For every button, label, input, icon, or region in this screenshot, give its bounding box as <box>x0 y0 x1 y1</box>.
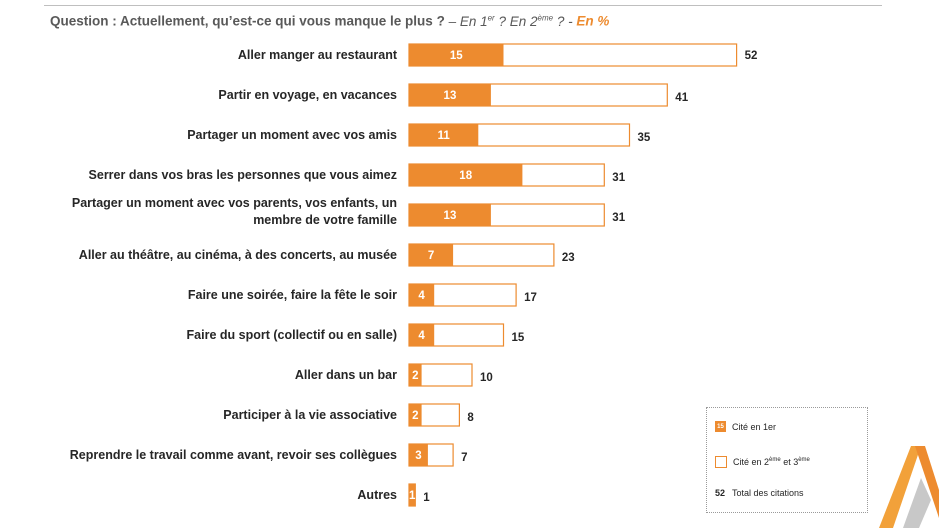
bar-first-cited <box>409 244 454 266</box>
bar-total-label: 17 <box>524 292 537 304</box>
category-label: Aller manger au restaurant <box>238 48 398 62</box>
chart-legend: 15 Cité en 1er Cité en 2ème et 3ème 52 T… <box>706 407 868 513</box>
category-label: Participer à la vie associative <box>223 408 397 422</box>
bar-first-cited-label: 3 <box>415 450 421 462</box>
bar-total-label: 31 <box>612 172 625 184</box>
top-rule <box>44 5 882 6</box>
question-text: Question : Actuellement, qu’est-ce qui v… <box>50 13 445 29</box>
category-label: Partager un moment avec vos amis <box>187 128 397 142</box>
bar-total-label: 8 <box>467 412 474 424</box>
brand-logo-icon <box>879 446 939 528</box>
bar-first-cited <box>409 324 435 346</box>
bar-first-cited-label: 2 <box>412 370 418 382</box>
legend-swatch-filled: 15 <box>715 421 726 432</box>
bar-total-label: 15 <box>512 332 525 344</box>
category-label: Reprendre le travail comme avant, revoir… <box>70 448 397 462</box>
legend-label-total: Total des citations <box>732 488 804 498</box>
legend-swatch-outline <box>715 456 727 468</box>
question-rank-text: – En 1er ? En 2ème ? - <box>444 13 577 29</box>
bar-first-cited-label: 4 <box>418 290 425 302</box>
legend-item-total: 52 Total des citations <box>715 488 804 498</box>
bar-total-label: 52 <box>745 50 758 62</box>
category-label: Aller dans un bar <box>295 368 397 382</box>
bar-first-cited-label: 13 <box>444 210 457 222</box>
bar-first-cited <box>409 404 422 426</box>
bar-first-cited-label: 18 <box>459 170 472 182</box>
category-label: Aller au théâtre, au cinéma, à des conce… <box>79 248 397 262</box>
category-label: Autres <box>357 488 397 502</box>
bar-first-cited <box>409 164 523 186</box>
bar-first-cited <box>409 444 428 466</box>
category-label: Faire du sport (collectif ou en salle) <box>187 328 397 342</box>
question-unit: En % <box>576 13 610 29</box>
legend-label-second-third-cited: Cité en 2ème et 3ème <box>733 457 810 467</box>
bar-first-cited-label: 1 <box>409 490 416 502</box>
bar-first-cited <box>409 44 504 66</box>
category-label: Partir en voyage, en vacances <box>218 88 397 102</box>
bar-total-label: 10 <box>480 372 493 384</box>
bar-first-cited <box>409 204 491 226</box>
category-label: Partager un moment avec vos parents, vos… <box>72 196 397 227</box>
bar-total-label: 23 <box>562 252 575 264</box>
bar-total-label: 31 <box>612 212 625 224</box>
bar-total-label: 41 <box>675 92 688 104</box>
category-label: Faire une soirée, faire la fête le soir <box>188 288 397 302</box>
legend-label-first-cited: Cité en 1er <box>732 421 777 432</box>
bar-first-cited-label: 4 <box>418 330 425 342</box>
bar-first-cited <box>409 484 416 506</box>
bar-first-cited <box>409 124 479 146</box>
legend-item-second-third-cited: Cité en 2ème et 3ème <box>715 456 810 468</box>
bar-first-cited-label: 11 <box>438 130 451 142</box>
legend-total-example: 52 <box>715 488 726 498</box>
category-label: Serrer dans vos bras les personnes que v… <box>89 168 397 182</box>
bar-first-cited <box>409 84 491 106</box>
bar-first-cited-label: 7 <box>428 250 434 262</box>
bar-first-cited-label: 13 <box>444 90 457 102</box>
bar-first-cited-label: 2 <box>412 410 418 422</box>
chart-question: Question : Actuellement, qu’est-ce qui v… <box>50 13 609 29</box>
bar-first-cited-label: 15 <box>450 50 463 62</box>
bar-first-cited <box>409 284 435 306</box>
bar-total-label: 7 <box>461 452 467 464</box>
bar-first-cited <box>409 364 422 386</box>
bar-total-label: 35 <box>638 132 651 144</box>
bar-total-label: 1 <box>423 492 430 504</box>
legend-item-first-cited: 15 Cité en 1er <box>715 421 776 432</box>
